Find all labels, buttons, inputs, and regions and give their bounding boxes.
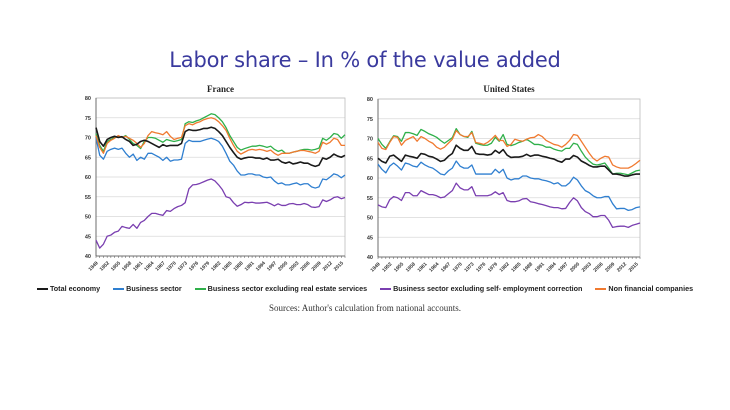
legend-item-bus_ex_se: Business sector excluding self- employme…	[380, 284, 582, 293]
y-tick-label: 80	[367, 97, 373, 103]
y-tick-label: 65	[85, 155, 91, 161]
x-tick-label: 1967	[154, 260, 166, 272]
x-tick-label: 2000	[569, 261, 581, 273]
y-tick-label: 55	[85, 195, 91, 201]
series-line-total	[377, 144, 640, 177]
x-tick-label: 1964	[143, 260, 155, 272]
legend-item-nfc: Non financial companies	[595, 284, 693, 293]
series-line-business	[95, 137, 346, 189]
x-tick-label: 1949	[370, 261, 382, 273]
x-tick-label: 1952	[381, 261, 393, 273]
x-tick-label: 1991	[534, 261, 546, 273]
x-tick-label: 2006	[592, 261, 604, 273]
y-tick-label: 50	[85, 215, 91, 221]
x-tick-label: 1955	[110, 260, 122, 272]
legend-swatch	[380, 287, 392, 290]
legend-swatch	[194, 287, 206, 290]
y-tick-label: 80	[85, 96, 91, 102]
y-tick-label: 60	[85, 175, 91, 181]
x-tick-label: 2012	[616, 261, 628, 273]
x-tick-label: 1994	[546, 261, 558, 273]
x-tick-label: 1979	[487, 261, 499, 273]
x-tick-label: 1985	[221, 260, 233, 272]
y-tick-label: 70	[85, 136, 91, 142]
x-tick-label: 1985	[510, 261, 522, 273]
series-line-nfc	[377, 129, 641, 169]
x-tick-label: 1964	[428, 261, 440, 273]
x-tick-label: 2003	[288, 260, 300, 272]
y-tick-label: 75	[367, 117, 373, 123]
legend-label: Business sector excluding real estate se…	[207, 284, 368, 293]
chart-title: France	[207, 84, 234, 94]
y-tick-label: 45	[85, 234, 91, 240]
chart-france: France 40 45 50 55 60 65 70 75 80 1949 1952 1955 1958…	[85, 84, 346, 273]
x-tick-label: 1988	[233, 260, 245, 272]
x-tick-label: 2015	[628, 261, 640, 273]
x-tick-label: 1949	[88, 260, 100, 272]
legend: Total economy Business sector Business sec…	[0, 284, 730, 293]
y-tick-label: 75	[85, 116, 91, 122]
x-tick-label: 1973	[463, 261, 475, 273]
x-tick-label: 1997	[557, 261, 569, 273]
series-line-bus_ex_se	[95, 178, 346, 249]
y-tick-label: 40	[85, 254, 91, 260]
legend-item-business: Business sector	[113, 284, 182, 293]
x-tick-label: 2015	[333, 260, 345, 272]
x-tick-label: 2009	[311, 260, 323, 272]
x-tick-label: 1970	[452, 261, 464, 273]
y-tick-label: 70	[367, 137, 373, 143]
legend-label: Business sector	[126, 284, 182, 293]
x-tick-label: 1967	[440, 261, 452, 273]
legend-label: Business sector excluding self- employme…	[393, 284, 583, 293]
legend-swatch	[113, 287, 125, 290]
x-tick-label: 1952	[99, 260, 111, 272]
x-tick-label: 1961	[416, 261, 428, 273]
x-tick-label: 1991	[244, 260, 256, 272]
y-tick-label: 45	[367, 235, 373, 241]
y-tick-label: 50	[367, 216, 373, 222]
y-tick-label: 55	[367, 196, 373, 202]
series-line-total	[95, 126, 346, 168]
x-tick-label: 1958	[121, 260, 133, 272]
series-line-bus_ex_se	[377, 182, 641, 229]
x-tick-label: 2012	[322, 260, 334, 272]
x-tick-label: 2000	[277, 260, 289, 272]
legend-item-total: Total economy	[36, 284, 101, 293]
y-tick-label: 60	[367, 176, 373, 182]
legend-item-bus_ex_re: Business sector excluding real estate se…	[194, 284, 368, 293]
legend-label: Total economy	[49, 284, 101, 293]
x-tick-label: 1961	[132, 260, 144, 272]
x-tick-label: 1958	[405, 261, 417, 273]
y-tick-label: 65	[367, 156, 373, 162]
main-title: Labor share – In % of the value added	[169, 48, 561, 72]
x-tick-label: 1976	[188, 260, 200, 272]
legend-swatch	[36, 287, 48, 290]
x-tick-label: 1955	[393, 261, 405, 273]
chart-title: United States	[483, 84, 535, 94]
x-tick-label: 1979	[199, 260, 211, 272]
x-tick-label: 1994	[255, 260, 267, 272]
legend-swatch	[595, 287, 607, 290]
x-tick-label: 1973	[177, 260, 189, 272]
series-line-bus_ex_re	[95, 113, 346, 154]
source-note: Sources: Author's calculation from natio…	[268, 303, 462, 313]
legend-label: Non financial companies	[608, 284, 694, 293]
y-tick-label: 40	[367, 255, 373, 261]
x-tick-label: 1970	[166, 260, 178, 272]
x-tick-label: 1988	[522, 261, 534, 273]
x-tick-label: 1997	[266, 260, 278, 272]
x-tick-label: 1982	[210, 260, 222, 272]
series-line-bus_ex_re	[377, 127, 641, 176]
x-tick-label: 1976	[475, 261, 487, 273]
series-line-business	[377, 160, 641, 212]
x-tick-label: 2006	[299, 260, 311, 272]
x-tick-label: 1982	[499, 261, 511, 273]
x-tick-label: 2003	[581, 261, 593, 273]
x-tick-label: 2009	[604, 261, 616, 273]
